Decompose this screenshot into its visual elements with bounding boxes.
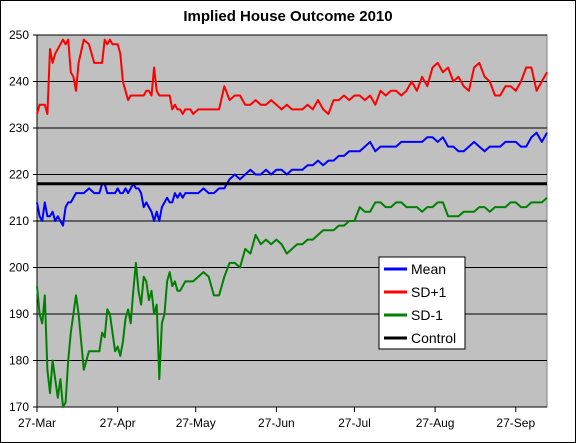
legend-box <box>378 256 466 350</box>
y-tick-label: 240 <box>9 75 29 89</box>
legend-label: SD+1 <box>411 284 447 300</box>
legend-label: SD-1 <box>411 307 443 323</box>
x-tick-label: 27-Mar <box>18 416 56 430</box>
y-tick-label: 220 <box>9 168 29 182</box>
chart-title: Implied House Outcome 2010 <box>183 8 393 25</box>
y-axis-ticks: 170 180 190 200 210 220 230 240 250 <box>9 28 37 414</box>
legend: Mean SD+1 SD-1 Control <box>378 256 466 350</box>
y-tick-label: 210 <box>9 214 29 228</box>
series-lines <box>36 38 548 408</box>
series-line-sd-1 <box>36 38 548 115</box>
y-tick-label: 180 <box>9 354 29 368</box>
x-tick-label: 27-Jul <box>338 416 371 430</box>
y-tick-label: 250 <box>9 28 29 42</box>
x-tick-label: 27-May <box>176 416 216 430</box>
x-tick-label: 27-Jun <box>258 416 295 430</box>
series-line-mean <box>36 131 548 227</box>
x-tick-label: 27-Apr <box>100 416 136 430</box>
y-tick-label: 200 <box>9 261 29 275</box>
legend-label: Control <box>411 330 456 346</box>
x-tick-label: 27-Aug <box>416 416 455 430</box>
x-axis-ticks: 27-Mar 27-Apr 27-May 27-Jun 27-Jul 27-Aug 27-S… <box>18 35 547 430</box>
y-tick-label: 190 <box>9 307 29 321</box>
x-tick-label: 27-Sep <box>496 416 535 430</box>
series-line-sd-1 <box>36 197 548 408</box>
legend-label: Mean <box>411 261 446 277</box>
y-tick-label: 230 <box>9 121 29 135</box>
y-tick-label: 170 <box>9 400 29 414</box>
